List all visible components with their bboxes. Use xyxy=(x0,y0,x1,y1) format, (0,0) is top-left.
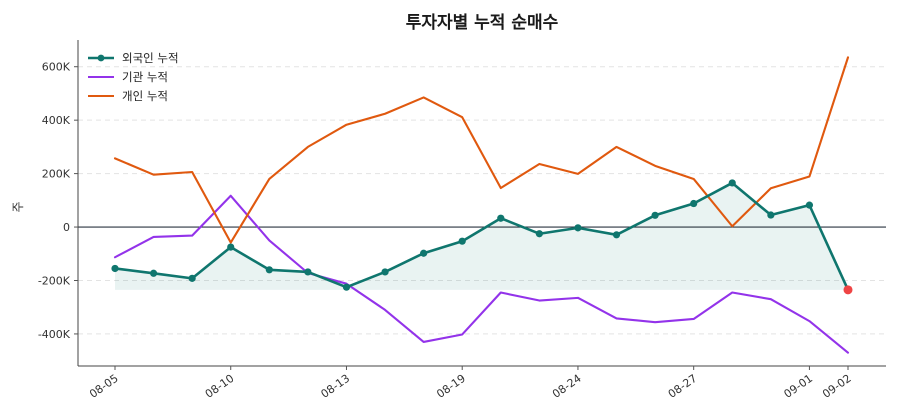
x-tick-label: 09-01 xyxy=(781,372,815,401)
y-tick-label: 400K xyxy=(42,114,71,127)
data-point xyxy=(304,268,312,276)
x-tick-label: 08-19 xyxy=(434,372,468,401)
legend-marker xyxy=(97,54,105,62)
y-tick-label: 600K xyxy=(42,61,71,74)
series-line xyxy=(113,181,850,292)
data-point xyxy=(651,211,659,219)
y-tick-label: 0 xyxy=(63,221,70,234)
x-tick-label: 08-24 xyxy=(550,372,584,401)
x-tick-label: 09-02 xyxy=(820,372,854,401)
marker-layer xyxy=(111,179,853,295)
x-tick-label: 08-27 xyxy=(666,372,700,401)
legend-label: 외국인 누적 xyxy=(122,51,179,65)
data-point xyxy=(265,266,273,274)
fill-layer xyxy=(115,182,848,290)
foreign-area-fill xyxy=(115,182,848,290)
series-line xyxy=(113,56,850,244)
data-point xyxy=(497,214,505,222)
y-axis-label: 주 xyxy=(11,201,25,212)
x-tick-label: 08-10 xyxy=(203,372,237,401)
axes-layer xyxy=(77,40,886,367)
y-tick-label: 200K xyxy=(42,168,71,181)
grid-layer xyxy=(78,66,886,335)
data-point xyxy=(149,269,158,277)
chart-title: 투자자별 누적 순매수 xyxy=(406,13,559,33)
series-line xyxy=(113,194,850,354)
data-point xyxy=(188,274,196,282)
highlight-point xyxy=(843,285,853,295)
data-point xyxy=(767,211,775,219)
series-layer xyxy=(113,56,850,354)
data-point xyxy=(111,264,119,273)
x-tick-label: 08-05 xyxy=(87,372,121,401)
data-point xyxy=(728,179,736,187)
data-point xyxy=(420,249,428,257)
x-tick-label: 08-13 xyxy=(319,372,353,401)
data-point xyxy=(574,224,582,232)
data-point xyxy=(342,283,351,291)
data-point xyxy=(690,199,698,208)
legend-label: 기관 누적 xyxy=(122,70,168,84)
legend-label: 개인 누적 xyxy=(122,89,168,103)
data-point xyxy=(381,268,389,276)
data-point xyxy=(458,237,466,245)
data-point xyxy=(227,243,235,251)
data-point xyxy=(612,231,621,239)
y-tick-label: -400K xyxy=(38,328,71,341)
y-tick-label: -200K xyxy=(38,274,71,287)
data-point xyxy=(805,201,814,209)
data-point xyxy=(535,230,543,238)
